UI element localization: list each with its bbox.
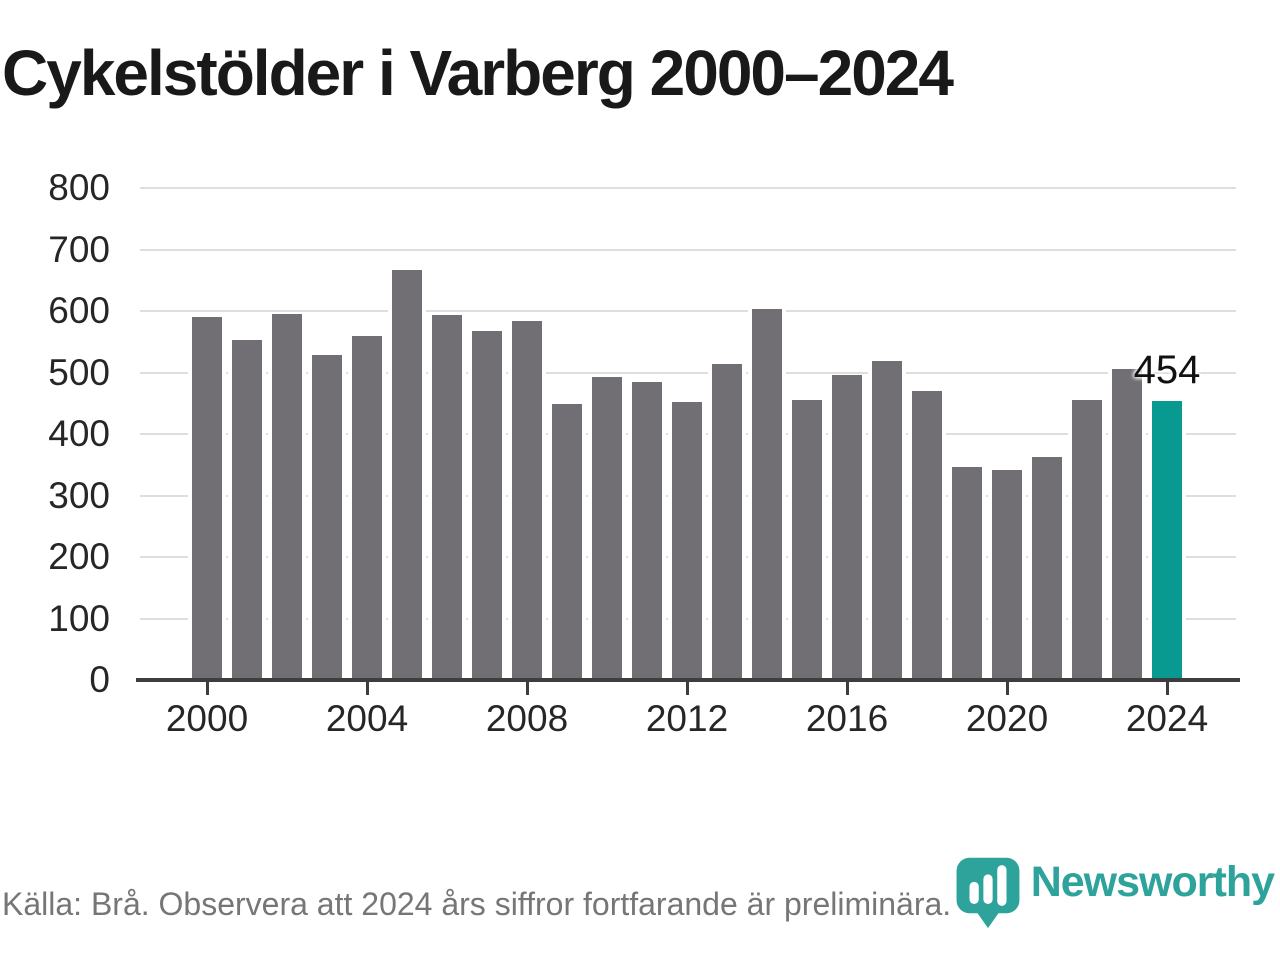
bar-slot-2003: [307, 188, 347, 680]
bar-2016: [828, 375, 866, 680]
x-axis-tick-2016: [845, 682, 849, 695]
bar-slot-2023: [1107, 188, 1147, 680]
bar-slot-2011: [627, 188, 667, 680]
bar-slot-2009: [547, 188, 587, 680]
bar-2014: [748, 309, 786, 680]
bar-slot-2014: [747, 188, 787, 680]
newsworthy-logo: Newsworthy: [951, 854, 1275, 930]
bar-slot-2012: [667, 188, 707, 680]
bar-2017: [868, 361, 906, 680]
bar-slot-2006: [427, 188, 467, 680]
bar-slot-2002: [267, 188, 307, 680]
bar-2023: [1108, 369, 1146, 680]
bar-slot-2000: [187, 188, 227, 680]
source-note: Källa: Brå. Observera att 2024 års siffr…: [2, 886, 952, 922]
bar-slot-2013: [707, 188, 747, 680]
y-axis-label-800: 800: [48, 167, 110, 208]
bar-slot-2016: [827, 188, 867, 680]
bar-2009: [548, 404, 586, 680]
x-axis-label-2020: 2020: [965, 698, 1049, 739]
x-axis-label-2008: 2008: [485, 698, 569, 739]
x-axis-tick-2024: [1165, 682, 1169, 695]
bar-slot-2018: [907, 188, 947, 680]
bar-2024: [1148, 401, 1186, 680]
bar-slot-2008: [507, 188, 547, 680]
plot-area: 0 100 200 300 400 500 600 700 800 2000 2004 2008 201…: [48, 167, 1240, 739]
newsworthy-wordmark: Newsworthy: [1030, 858, 1275, 906]
y-axis-label-100: 100: [48, 597, 110, 639]
x-axis-tick-2020: [1005, 682, 1009, 695]
gridline-800: [140, 187, 1236, 189]
gridline-500: [140, 371, 1236, 374]
y-axis-label-0: 0: [89, 659, 110, 700]
bars-group: [187, 188, 1187, 680]
bar-2006: [428, 315, 466, 680]
bar-2020: [988, 470, 1026, 680]
x-axis-label-2016: 2016: [805, 698, 889, 739]
bar-slot-2007: [467, 188, 507, 680]
x-axis-label-2012: 2012: [645, 698, 729, 739]
bar-slot-2010: [587, 188, 627, 680]
newsworthy-pin-icon: [951, 854, 1025, 930]
y-axis-label-600: 600: [48, 290, 110, 331]
x-axis-label-2024: 2024: [1125, 698, 1209, 739]
x-axis-tick-2012: [685, 682, 689, 695]
bar-slot-2019: [947, 188, 987, 680]
x-axis-label-2004: 2004: [325, 698, 409, 739]
bar-2021: [1028, 457, 1066, 680]
gridline-600: [140, 310, 1236, 312]
bar-2019: [948, 467, 986, 680]
x-axis-tick-2008: [525, 682, 529, 695]
x-axis-tick-2000: [205, 682, 209, 695]
bar-2011: [628, 382, 666, 680]
bar-2002: [268, 314, 306, 680]
bar-2000: [188, 317, 226, 680]
bar-slot-2022: [1067, 188, 1107, 680]
bar-slot-2021: [1027, 188, 1067, 680]
bar-2001: [228, 340, 266, 680]
bar-2012: [668, 402, 706, 680]
bar-2015: [788, 400, 826, 680]
bar-slot-2001: [227, 188, 267, 680]
gridline-700: [140, 248, 1236, 251]
bar-2010: [588, 377, 626, 680]
x-axis-line: [136, 678, 1240, 682]
bar-2003: [308, 355, 346, 680]
bar-2007: [468, 331, 506, 680]
chart-title: Cykelstölder i Varberg 2000–2024: [2, 37, 954, 109]
x-axis-tick-2004: [365, 682, 369, 695]
bar-slot-2017: [867, 188, 907, 680]
y-axis-label-500: 500: [48, 351, 110, 393]
y-axis-label-400: 400: [48, 413, 110, 454]
bar-2022: [1068, 400, 1106, 680]
bar-slot-2015: [787, 188, 827, 680]
value-label-2024: 454: [1133, 348, 1201, 392]
bar-slot-2024: [1147, 188, 1187, 680]
x-axis-label-2000: 2000: [165, 698, 249, 739]
bar-2008: [508, 321, 546, 680]
y-axis-label-700: 700: [48, 228, 110, 270]
bar-slot-2004: [347, 188, 387, 680]
bar-2018: [908, 391, 946, 680]
y-axis-label-200: 200: [48, 536, 110, 577]
bar-2005: [388, 270, 426, 680]
bar-2013: [708, 364, 746, 680]
bar-slot-2020: [987, 188, 1027, 680]
y-axis-label-300: 300: [48, 474, 110, 516]
bar-2004: [348, 336, 386, 680]
bar-slot-2005: [387, 188, 427, 680]
